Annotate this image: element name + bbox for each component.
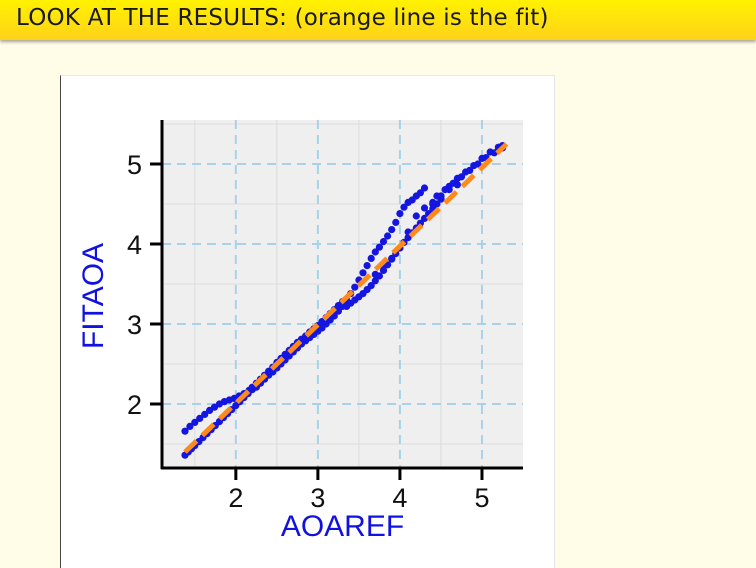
data-point bbox=[375, 243, 383, 251]
data-point bbox=[466, 166, 474, 174]
x-tick-label: 2 bbox=[228, 483, 243, 513]
scatter-plot: 2 3 4 5 2 3 4 5 AOAREF FITAOA bbox=[77, 120, 523, 543]
data-point bbox=[363, 262, 371, 270]
slide-title: LOOK AT THE RESULTS: (orange line is the… bbox=[16, 5, 549, 31]
grid-lines bbox=[162, 120, 523, 468]
data-point bbox=[367, 282, 375, 290]
y-tick-label: 2 bbox=[127, 390, 142, 420]
y-axis-label: FITAOA bbox=[77, 243, 110, 349]
data-point bbox=[388, 226, 396, 234]
y-tick-label: 5 bbox=[127, 150, 142, 180]
data-point bbox=[367, 254, 375, 262]
data-point bbox=[181, 427, 189, 435]
data-point bbox=[334, 307, 342, 315]
data-point bbox=[388, 254, 396, 262]
y-axis-ticks: 2 3 4 5 bbox=[127, 150, 162, 420]
axes bbox=[160, 120, 523, 470]
data-point bbox=[441, 186, 449, 194]
y-tick-label: 3 bbox=[127, 310, 142, 340]
data-point bbox=[359, 269, 367, 277]
x-tick-label: 4 bbox=[392, 483, 407, 513]
data-point bbox=[400, 203, 408, 211]
data-point bbox=[416, 189, 424, 197]
data-point bbox=[457, 173, 466, 181]
x-tick-label: 5 bbox=[474, 483, 489, 513]
data-point bbox=[371, 277, 379, 285]
scatter-figure: 2 3 4 5 2 3 4 5 AOAREF FITAOA bbox=[60, 75, 555, 568]
data-point bbox=[191, 418, 199, 426]
data-point bbox=[420, 204, 429, 212]
data-point bbox=[351, 283, 359, 291]
x-axis-ticks: 2 3 4 5 bbox=[228, 468, 489, 513]
x-axis-label: AOAREF bbox=[281, 510, 404, 543]
data-point bbox=[474, 160, 482, 168]
data-point bbox=[384, 232, 392, 240]
data-point bbox=[330, 312, 338, 320]
data-point bbox=[201, 410, 209, 418]
fit-line bbox=[183, 142, 509, 454]
data-point bbox=[196, 414, 204, 422]
data-point bbox=[371, 270, 379, 278]
data-point bbox=[392, 218, 400, 226]
data-point bbox=[404, 234, 412, 242]
x-tick-label: 3 bbox=[310, 483, 325, 513]
data-point bbox=[429, 200, 437, 208]
data-point bbox=[371, 248, 379, 256]
data-point bbox=[186, 422, 194, 430]
data-point bbox=[420, 214, 429, 222]
data-point bbox=[412, 212, 420, 220]
slide-header: LOOK AT THE RESULTS: (orange line is the… bbox=[0, 0, 756, 40]
data-point bbox=[396, 210, 404, 218]
data-point bbox=[433, 192, 441, 200]
data-point bbox=[420, 184, 429, 192]
y-tick-label: 4 bbox=[127, 230, 142, 260]
data-point bbox=[449, 179, 457, 187]
data-point bbox=[379, 238, 388, 246]
